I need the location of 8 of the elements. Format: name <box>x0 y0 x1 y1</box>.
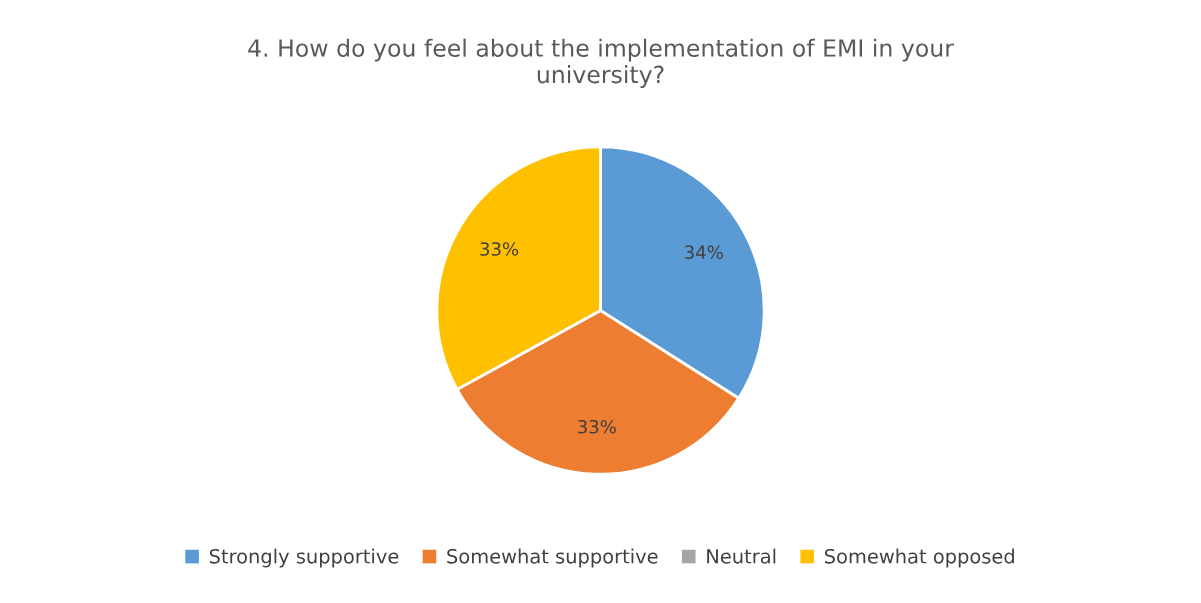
legend-label: Somewhat opposed <box>824 548 1014 568</box>
legend-label: Strongly supportive <box>209 548 399 568</box>
data-label: 34% <box>685 245 723 260</box>
legend-label: Somewhat supportive <box>447 548 658 568</box>
data-label: 33% <box>480 242 519 256</box>
legend-label: Neutral <box>707 548 776 564</box>
chart-title: 4. How do you feel about the implementation of EMI in your university? <box>248 38 954 88</box>
data-label: 33% <box>578 419 616 434</box>
